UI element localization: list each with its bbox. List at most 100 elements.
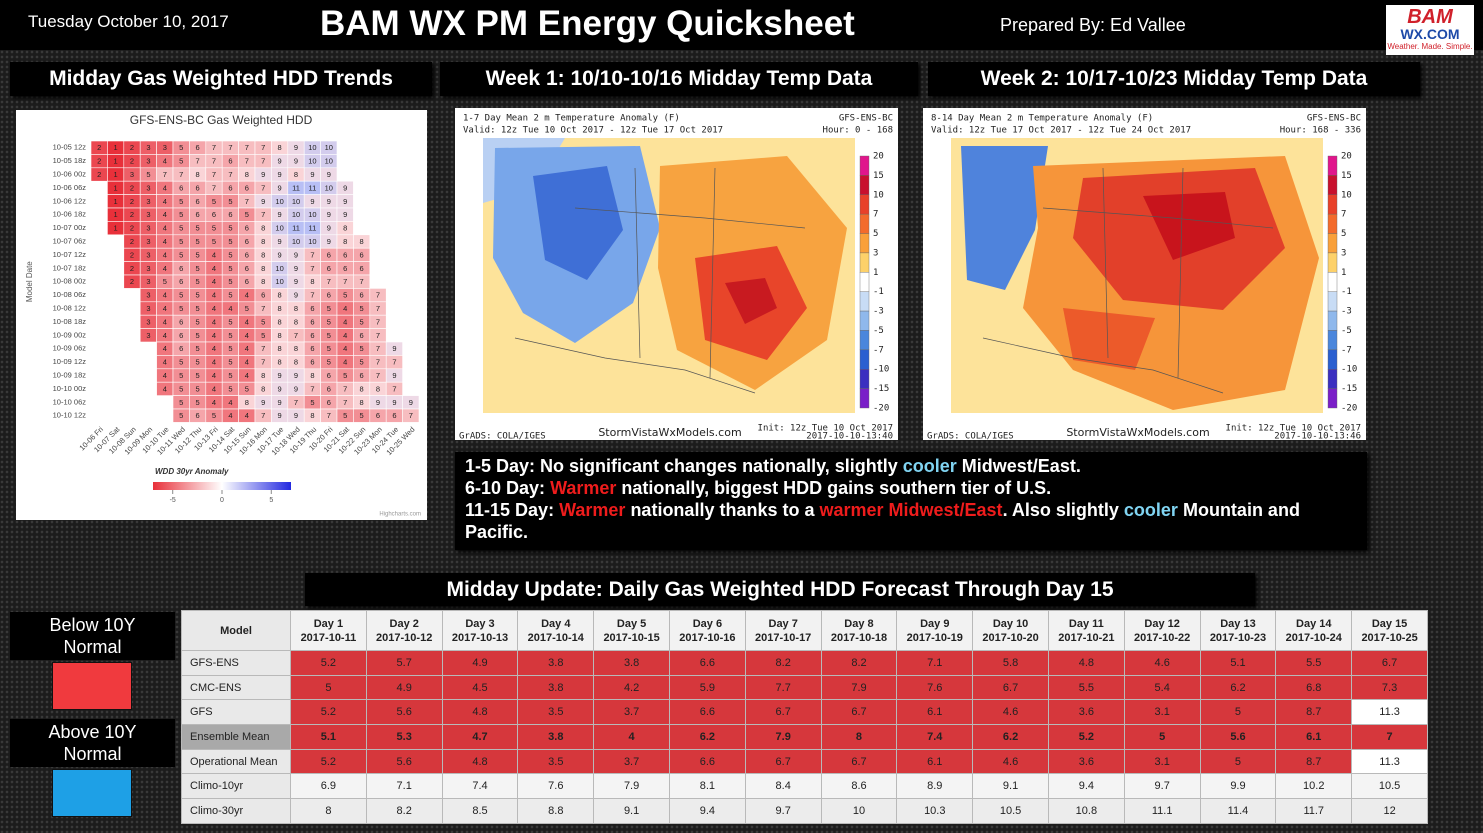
cell-value: 4 <box>163 197 167 206</box>
cell-value: 6 <box>327 291 331 300</box>
colorbar-band <box>1327 388 1338 409</box>
cell-value: 7 <box>261 183 265 192</box>
cell-value: 4 <box>163 358 167 367</box>
cell-value: 9 <box>278 250 282 259</box>
cell-value: 5 <box>343 411 347 420</box>
table-cell: 4.6 <box>972 748 1049 775</box>
cell-value: 9 <box>343 210 347 219</box>
cell-value: 2 <box>130 210 134 219</box>
colorbar-band <box>1327 155 1338 176</box>
colorbar-label: -1 <box>1341 287 1352 297</box>
cell-value: 8 <box>360 398 364 407</box>
cell-value: 6 <box>212 210 216 219</box>
colorbar-label: -15 <box>1341 384 1357 394</box>
column-header: Day 9 2017-10-19 <box>896 610 974 651</box>
cell-value: 5 <box>212 411 216 420</box>
map-title: 1-7 Day Mean 2 m Temperature Anomaly (F) <box>463 114 680 124</box>
table-cell: 3.8 <box>517 650 595 676</box>
table-row: GFS 5.2 5.6 4.8 3.5 3.7 6.6 6.7 6.7 6.1 4.6 3.6 3.1 5… <box>181 699 1428 726</box>
cell-value: 5 <box>196 237 200 246</box>
colorbar-label: -10 <box>1341 365 1357 375</box>
cell-value: 9 <box>392 371 396 380</box>
table-cell: 5.4 <box>1123 674 1201 701</box>
table-cell: 6.7 <box>744 699 822 726</box>
cell-value: 6 <box>179 277 183 286</box>
table-cell: 8.2 <box>744 650 822 676</box>
logo: BAM WX.COM Weather. Made. Simple. <box>1386 5 1474 55</box>
cell-value: 5 <box>228 224 232 233</box>
table-cell: 11.7 <box>1275 798 1353 824</box>
cell-value: 6 <box>360 371 364 380</box>
colorbar-band <box>859 272 870 292</box>
column-header: Day 4 2017-10-14 <box>517 610 595 651</box>
cell-value: 4 <box>163 237 167 246</box>
date-label: 2017-10-12 <box>376 631 433 644</box>
map-init: Init: 12z Tue 10 Oct 2017 <box>758 424 893 434</box>
cell-value: 9 <box>278 183 282 192</box>
table-cell: 8.6 <box>820 773 898 800</box>
table-cell: 8 <box>290 798 367 824</box>
cell-value: 5 <box>343 371 347 380</box>
table-cell: 10.8 <box>1047 798 1125 824</box>
table-cell: 4.8 <box>441 748 519 775</box>
cell-value: 5 <box>343 291 347 300</box>
cell-value: 5 <box>196 384 200 393</box>
table-cell: 8.2 <box>820 650 898 676</box>
cell-value: 4 <box>212 344 216 353</box>
cell-value: 5 <box>327 344 331 353</box>
table-cell: 3.6 <box>1047 699 1125 726</box>
cell-value: 4 <box>212 277 216 286</box>
cell-value: 2 <box>130 157 134 166</box>
table-cell: 5.8 <box>972 650 1049 676</box>
cell-value: 5 <box>179 224 183 233</box>
table-cell: 8.8 <box>517 798 595 824</box>
cell-value: 3 <box>146 317 150 326</box>
cell-value: 8 <box>343 224 347 233</box>
column-header: Day 15 2017-10-25 <box>1351 610 1428 651</box>
table-cell: 6.7 <box>744 748 822 775</box>
cell-value: 7 <box>261 304 265 313</box>
cell-value: 7 <box>163 170 167 179</box>
colorbar-band <box>1327 272 1338 292</box>
cell-value: 5 <box>179 143 183 152</box>
column-header: Day 1 2017-10-11 <box>290 610 367 651</box>
table-cell: 7 <box>1351 724 1428 750</box>
cell-value: 7 <box>327 277 331 286</box>
colorbar-band <box>1327 291 1338 312</box>
map-model: GFS-ENS-BC <box>839 114 893 124</box>
cell-value: 3 <box>146 277 150 286</box>
cell-value: 5 <box>196 291 200 300</box>
colorbar-band <box>859 233 870 254</box>
map-grads: GrADS: COLA/IGES <box>459 432 546 441</box>
summary-text: 11-15 Day: <box>465 500 555 520</box>
table-cell: 3.7 <box>593 748 670 775</box>
cell-value: 5 <box>196 250 200 259</box>
cell-value: 10 <box>325 157 333 166</box>
cell-value: 5 <box>179 197 183 206</box>
cell-value: 4 <box>163 331 167 340</box>
table-cell: 7.4 <box>896 724 974 750</box>
cell-value: 9 <box>294 384 298 393</box>
cell-value: 6 <box>245 264 249 273</box>
cell-value: 6 <box>228 157 232 166</box>
cell-value: 5 <box>196 277 200 286</box>
cell-value: 5 <box>228 291 232 300</box>
table-cell: 6.8 <box>1275 674 1353 701</box>
table-cell: 4.2 <box>593 674 670 701</box>
cell-value: 7 <box>212 170 216 179</box>
cell-value: 5 <box>196 317 200 326</box>
cell-value: 10 <box>275 197 283 206</box>
map-site: StormVistaWxModels.com <box>1066 426 1209 439</box>
table-cell: 6.7 <box>1351 650 1428 676</box>
cell-value: 5 <box>196 304 200 313</box>
date-label: 2017-10-25 <box>1361 631 1418 644</box>
cell-value: 10 <box>292 237 300 246</box>
cell-value: 2 <box>130 277 134 286</box>
legend-label: Above 10Y Normal <box>10 719 175 767</box>
cell-value: 7 <box>261 411 265 420</box>
cell-value: 2 <box>130 183 134 192</box>
colorbar-label: -10 <box>873 365 889 375</box>
date-label: 2017-10-20 <box>982 631 1039 644</box>
cell-value: 6 <box>245 224 249 233</box>
row-label: 10-06 06z <box>53 183 87 192</box>
